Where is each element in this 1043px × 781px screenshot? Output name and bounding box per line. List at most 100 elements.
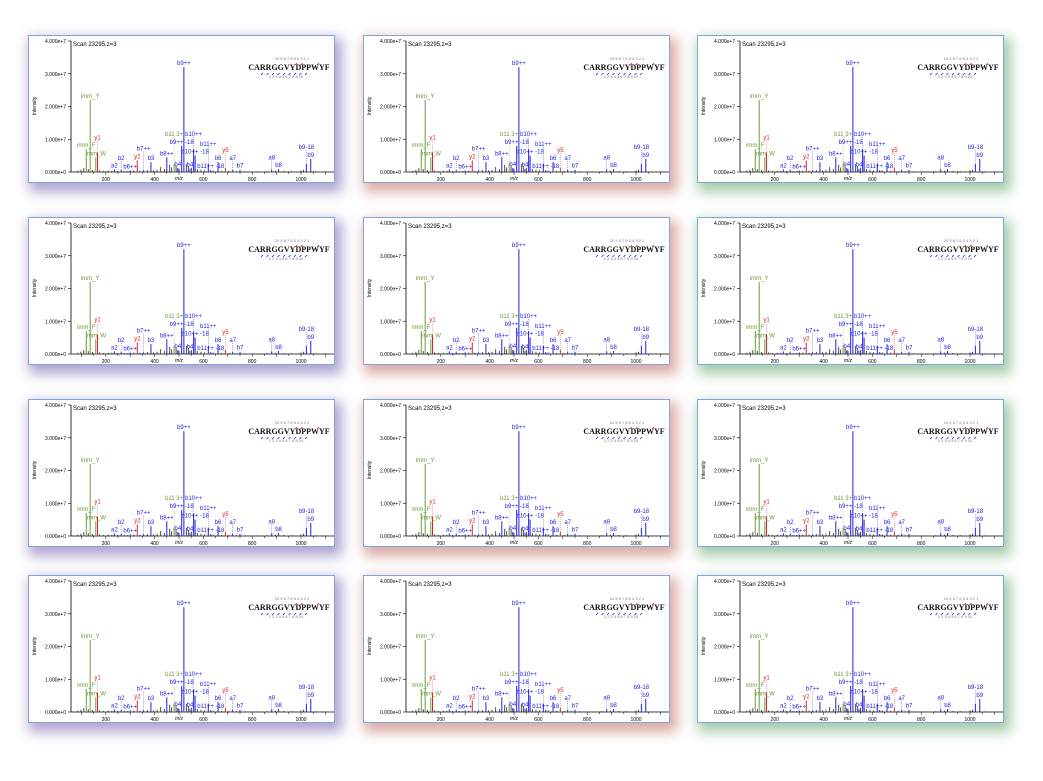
y-ion-marker <box>316 602 320 606</box>
peak-label: a8 <box>937 155 944 161</box>
spectrum-panel[interactable]: 0.000e+0 1.000e+7 2.000e+7 3.000e+7 4.000e+7… <box>28 575 335 723</box>
scan-title: Scan 23295,z=3 <box>742 406 786 412</box>
peak-label: y2 <box>803 519 810 525</box>
peak-label: imm_W <box>421 691 442 697</box>
b-ion-numbers: 1 2 3 4 5 6 7 8 9 10 <box>604 74 639 79</box>
x-axis-label: m/z <box>175 540 184 546</box>
spectrum-panel[interactable]: 0.000e+0 1.000e+7 2.000e+7 3.000e+7 4.000e+7… <box>363 217 670 365</box>
peak-label: b9-18 <box>968 685 984 691</box>
spectrum-panel[interactable]: 0.000e+0 1.000e+7 2.000e+7 3.000e+7 4.000e+7… <box>697 217 1004 365</box>
peak-label: a2 <box>446 703 453 709</box>
peak-label: b9++ <box>846 243 860 249</box>
b-ion-marker <box>304 72 308 76</box>
peak-label: b10++ <box>854 496 872 502</box>
y-ion-marker <box>985 244 989 248</box>
peak-label: b9++ <box>177 601 191 607</box>
b-ion-marker <box>639 612 643 616</box>
peak-label: b9++ -18 <box>505 140 530 146</box>
peak-label: b8 <box>944 703 951 709</box>
b-ion-marker <box>973 612 977 616</box>
x-tick-label: 1000 <box>964 177 975 183</box>
peak-label: imm_W <box>755 691 776 697</box>
y-tick-label: 0.000e+0 <box>45 710 66 716</box>
b-ion-marker <box>266 72 269 76</box>
x-tick-label: 400 <box>819 177 828 183</box>
b-ion-marker <box>946 254 949 258</box>
y-ion-marker <box>969 602 972 606</box>
spectrum-panel[interactable]: 0.000e+0 1.000e+7 2.000e+7 3.000e+7 4.000e+7… <box>697 399 1004 547</box>
peak-label: b4 <box>187 163 194 169</box>
b-ion-marker <box>617 612 621 616</box>
spectrum-chart: 0.000e+0 1.000e+7 2.000e+7 3.000e+7 4.000e+7… <box>367 579 669 723</box>
y-tick-label: 2.000e+7 <box>714 105 735 111</box>
spectrum-panel[interactable]: 0.000e+0 1.000e+7 2.000e+7 3.000e+7 4.000e+7… <box>363 399 670 547</box>
peak-label: imm_F <box>77 683 96 689</box>
peak-label: b10++ -18 <box>181 150 209 156</box>
peak-label: b8++ <box>829 333 843 339</box>
peak-label: b7++ <box>137 328 151 334</box>
peak-label: b6 <box>550 520 557 526</box>
spectrum-panel[interactable]: 0.000e+0 1.000e+7 2.000e+7 3.000e+7 4.000e+7… <box>363 35 670 183</box>
spectrum-panel[interactable]: 0.000e+0 1.000e+7 2.000e+7 3.000e+7 4.000e+7… <box>28 217 335 365</box>
y-ion-marker <box>651 62 655 66</box>
b-ion-marker <box>288 254 291 258</box>
peak-label: b7 <box>237 528 244 534</box>
peak-label: b7 <box>237 704 244 710</box>
b-ion-numbers: 1 2 3 4 5 6 7 8 9 10 <box>604 438 639 443</box>
y-axis-label: Intensity <box>367 636 373 655</box>
spectrum-panel[interactable]: 0.000e+0 1.000e+7 2.000e+7 3.000e+7 4.000e+7… <box>697 35 1004 183</box>
peak-label: b4 <box>187 527 194 533</box>
y-tick-label: 3.000e+7 <box>45 612 66 618</box>
scan-title: Scan 23295,z=3 <box>73 582 117 588</box>
y-ion-marker <box>985 426 989 430</box>
y-ion-marker <box>294 426 298 430</box>
peptide-sequence: CARRGGVYDPPWYF <box>917 427 998 436</box>
y-ion-marker <box>629 602 633 606</box>
spectrum-panel[interactable]: 0.000e+0 1.000e+7 2.000e+7 3.000e+7 4.000e+7… <box>697 575 1004 723</box>
spectrum-panel[interactable]: 0.000e+0 1.000e+7 2.000e+7 3.000e+7 4.000e+7… <box>28 35 335 183</box>
peak-label: b10++ <box>854 314 872 320</box>
y-tick-label: 2.000e+7 <box>380 469 401 475</box>
peak-label: b7++ <box>472 686 486 692</box>
peak-label: b9-18 <box>634 509 650 515</box>
y-ion-numbers: 10 9 8 7 6 5 4 3 2 1 <box>610 596 645 601</box>
b-ion-marker <box>957 72 960 76</box>
spectrum-panel[interactable]: 0.000e+0 1.000e+7 2.000e+7 3.000e+7 4.000e+7… <box>28 399 335 547</box>
y-tick-label: 1.000e+7 <box>45 137 66 143</box>
b-ion-numbers: 1 2 3 4 5 6 7 8 9 10 <box>938 614 973 619</box>
b-ion-marker <box>271 254 275 258</box>
peak-label: b3 <box>817 696 824 702</box>
b-ion-marker <box>940 72 944 76</box>
scan-title: Scan 23295,z=3 <box>73 406 117 412</box>
peak-label: b3 <box>148 696 155 702</box>
x-tick-label: 1000 <box>295 541 306 547</box>
spectrum-panel[interactable]: 0.000e+0 1.000e+7 2.000e+7 3.000e+7 4.000e+7… <box>363 575 670 723</box>
peak-label: a2 <box>111 345 118 351</box>
peak-label: b11 3+ <box>165 314 184 320</box>
y-tick-label: 3.000e+7 <box>714 72 735 78</box>
peak-label: imm_F <box>77 143 96 149</box>
b-ion-numbers: 1 2 3 4 5 6 7 8 9 10 <box>269 438 304 443</box>
peak-label: imm_W <box>421 515 442 521</box>
peak-label: b7++ <box>137 146 151 152</box>
peak-label: b4 <box>509 162 516 168</box>
x-tick-label: 800 <box>583 177 592 183</box>
y-tick-label: 3.000e+7 <box>714 612 735 618</box>
peak-label: b9 <box>642 517 649 523</box>
scan-title: Scan 23295,z=3 <box>742 224 786 230</box>
peak-label: b8++ <box>160 515 174 521</box>
x-tick-label: 400 <box>485 177 494 183</box>
peak-label: b3 <box>483 696 490 702</box>
y-ion-marker <box>294 602 298 606</box>
peak-label: y1 <box>763 499 770 505</box>
peak-label: b9 <box>976 153 983 159</box>
peak-label: b7 <box>906 164 913 170</box>
b-ion-marker <box>628 254 632 258</box>
peak-label: a7 <box>229 156 236 162</box>
peak-label: b11++ <box>200 506 217 512</box>
peak-label: imm_F <box>412 507 431 513</box>
b-ion-marker <box>628 612 632 616</box>
peak-label: b8 <box>275 345 282 351</box>
peak-label: b10++ -18 <box>516 514 544 520</box>
peak-label: imm_F <box>746 507 765 513</box>
